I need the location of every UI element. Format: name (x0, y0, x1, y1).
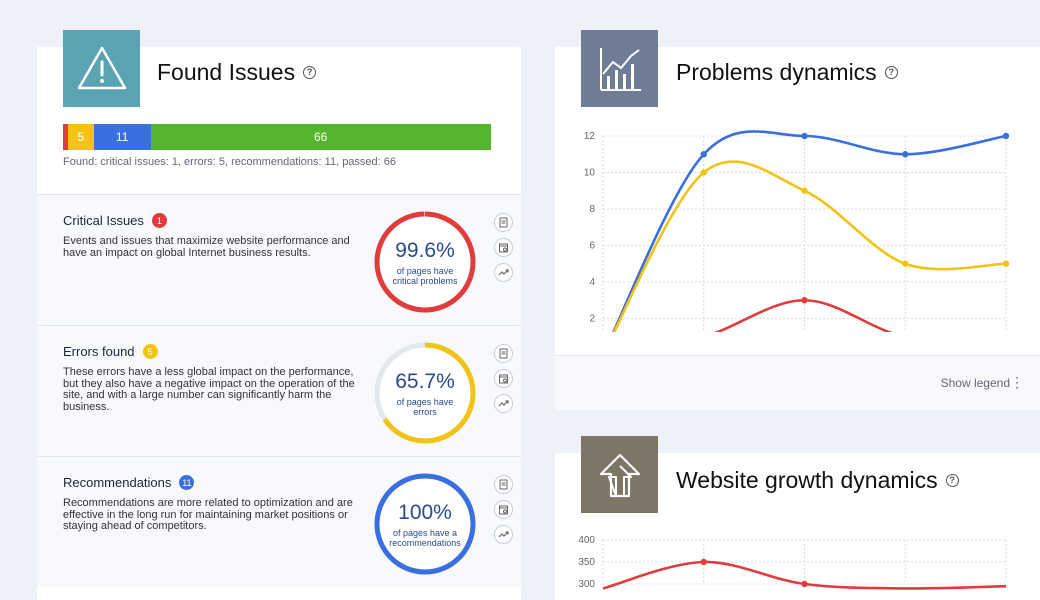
section-title: Critical Issues 1 (63, 213, 167, 228)
y-tick-label: 300 (578, 579, 595, 590)
progress-segment: 11 (93, 124, 151, 150)
ring-label: 100% of pages have a recommendations (372, 471, 478, 577)
section-description: These errors have a less global impact o… (63, 366, 355, 413)
percent-ring-arc (374, 342, 476, 444)
section-actions (494, 344, 513, 413)
percent-ring (374, 211, 476, 313)
data-point (801, 297, 808, 304)
issues-progress-bar: 5 11 66 (63, 124, 496, 150)
section-actions (494, 213, 513, 282)
y-tick-label: 6 (589, 241, 595, 252)
schedule-icon[interactable] (494, 369, 513, 388)
issue-section: Recommendations 11 Recommendations are m… (37, 456, 521, 587)
growth-chart: 300 350 400 (578, 535, 1007, 590)
growth-dynamics-title-text: Website growth dynamics (676, 467, 938, 493)
data-point (801, 580, 808, 588)
percent-caption: of pages have critical problems (392, 265, 458, 286)
more-options-icon[interactable]: ⋮ (1010, 374, 1024, 390)
schedule-icon[interactable] (494, 500, 513, 519)
found-summary: Found: critical issues: 1, errors: 5, re… (63, 156, 397, 168)
chart-tile (581, 30, 658, 107)
trend-icon[interactable] (494, 394, 513, 413)
count-badge: 1 (151, 213, 167, 228)
growth-dynamics-card: Website growth dynamics ? 300 350 400 (555, 436, 1040, 600)
percent-value: 100% (398, 500, 452, 524)
trend-icon[interactable] (494, 525, 513, 544)
percent-caption: of pages have a recommendations (389, 527, 461, 548)
percent-caption: of pages have errors (396, 396, 454, 417)
section-title-text: Critical Issues (63, 213, 144, 228)
legend-bar: Show legend ⋮ (555, 355, 1040, 410)
issue-section: Errors found 5 These errors have a less … (37, 325, 521, 456)
y-tick-label: 10 (584, 168, 596, 179)
y-tick-label: 400 (578, 535, 595, 546)
y-tick-label: 8 (589, 204, 595, 215)
section-title: Errors found 5 (63, 344, 158, 359)
data-point (801, 132, 808, 140)
section-description: Events and issues that maximize website … (63, 235, 350, 259)
found-issues-title-text: Found Issues (157, 59, 296, 85)
warning-tile (63, 30, 140, 107)
data-point (700, 169, 707, 176)
warning-icon (77, 46, 126, 89)
data-point (902, 151, 909, 158)
progress-segment: 66 (150, 124, 491, 150)
report-icon[interactable] (494, 344, 513, 363)
progress-segment: 5 (68, 124, 94, 150)
data-point (700, 151, 707, 158)
section-title: Recommendations 11 (63, 475, 195, 490)
data-point (1002, 132, 1010, 140)
help-icon[interactable]: ? (884, 66, 898, 79)
data-point (700, 558, 707, 566)
schedule-icon[interactable] (494, 238, 513, 257)
problems-dynamics-title-text: Problems dynamics (676, 59, 877, 85)
section-description: Recommendations are more related to opti… (63, 497, 353, 532)
help-icon[interactable]: ? (945, 474, 959, 487)
ring-label: 65.7% of pages have errors (372, 340, 478, 446)
percent-value: 65.7% (395, 369, 455, 393)
percent-ring (374, 473, 476, 575)
section-title-text: Errors found (63, 344, 135, 359)
y-tick-label: 350 (578, 557, 595, 568)
ring-label: 99.6% of pages have critical problems (372, 209, 478, 315)
problems-dynamics-card: Problems dynamics ? 02468101220.1127.110… (555, 30, 1040, 410)
y-tick-label: 2 (589, 314, 595, 325)
growth-arrow-icon (599, 453, 640, 497)
growth-tile (581, 436, 658, 513)
count-badge: 11 (179, 475, 195, 490)
help-icon[interactable]: ? (303, 66, 317, 79)
data-point (801, 187, 808, 194)
percent-ring-arc (374, 473, 476, 575)
problems-chart: 02468101220.1127.1104.1211.1218.12 (584, 130, 1010, 332)
trend-icon[interactable] (494, 263, 513, 282)
issue-section: Critical Issues 1 Events and issues that… (37, 194, 521, 325)
report-icon[interactable] (494, 475, 513, 494)
percent-value: 99.6% (395, 238, 455, 262)
section-actions (494, 475, 513, 544)
percent-ring (374, 342, 476, 444)
progress-segment (63, 124, 68, 150)
y-tick-label: 12 (584, 131, 596, 142)
series-line (612, 160, 1007, 332)
show-legend-link[interactable]: Show legend (940, 376, 1010, 390)
report-icon[interactable] (494, 213, 513, 232)
bar-chart-icon (599, 47, 641, 91)
y-tick-label: 4 (589, 277, 595, 288)
percent-ring-arc (374, 211, 476, 313)
series-line (612, 130, 1007, 332)
found-issues-card: Found Issues ? 5 11 66 Found: critical iss… (37, 30, 521, 600)
count-badge: 5 (142, 344, 158, 359)
section-title-text: Recommendations (63, 475, 172, 490)
found-issues-title: Found Issues ? (157, 59, 317, 86)
data-point (902, 260, 909, 267)
data-point (1002, 260, 1010, 267)
growth-dynamics-title: Website growth dynamics ? (676, 467, 959, 494)
problems-dynamics-title: Problems dynamics ? (676, 59, 898, 86)
